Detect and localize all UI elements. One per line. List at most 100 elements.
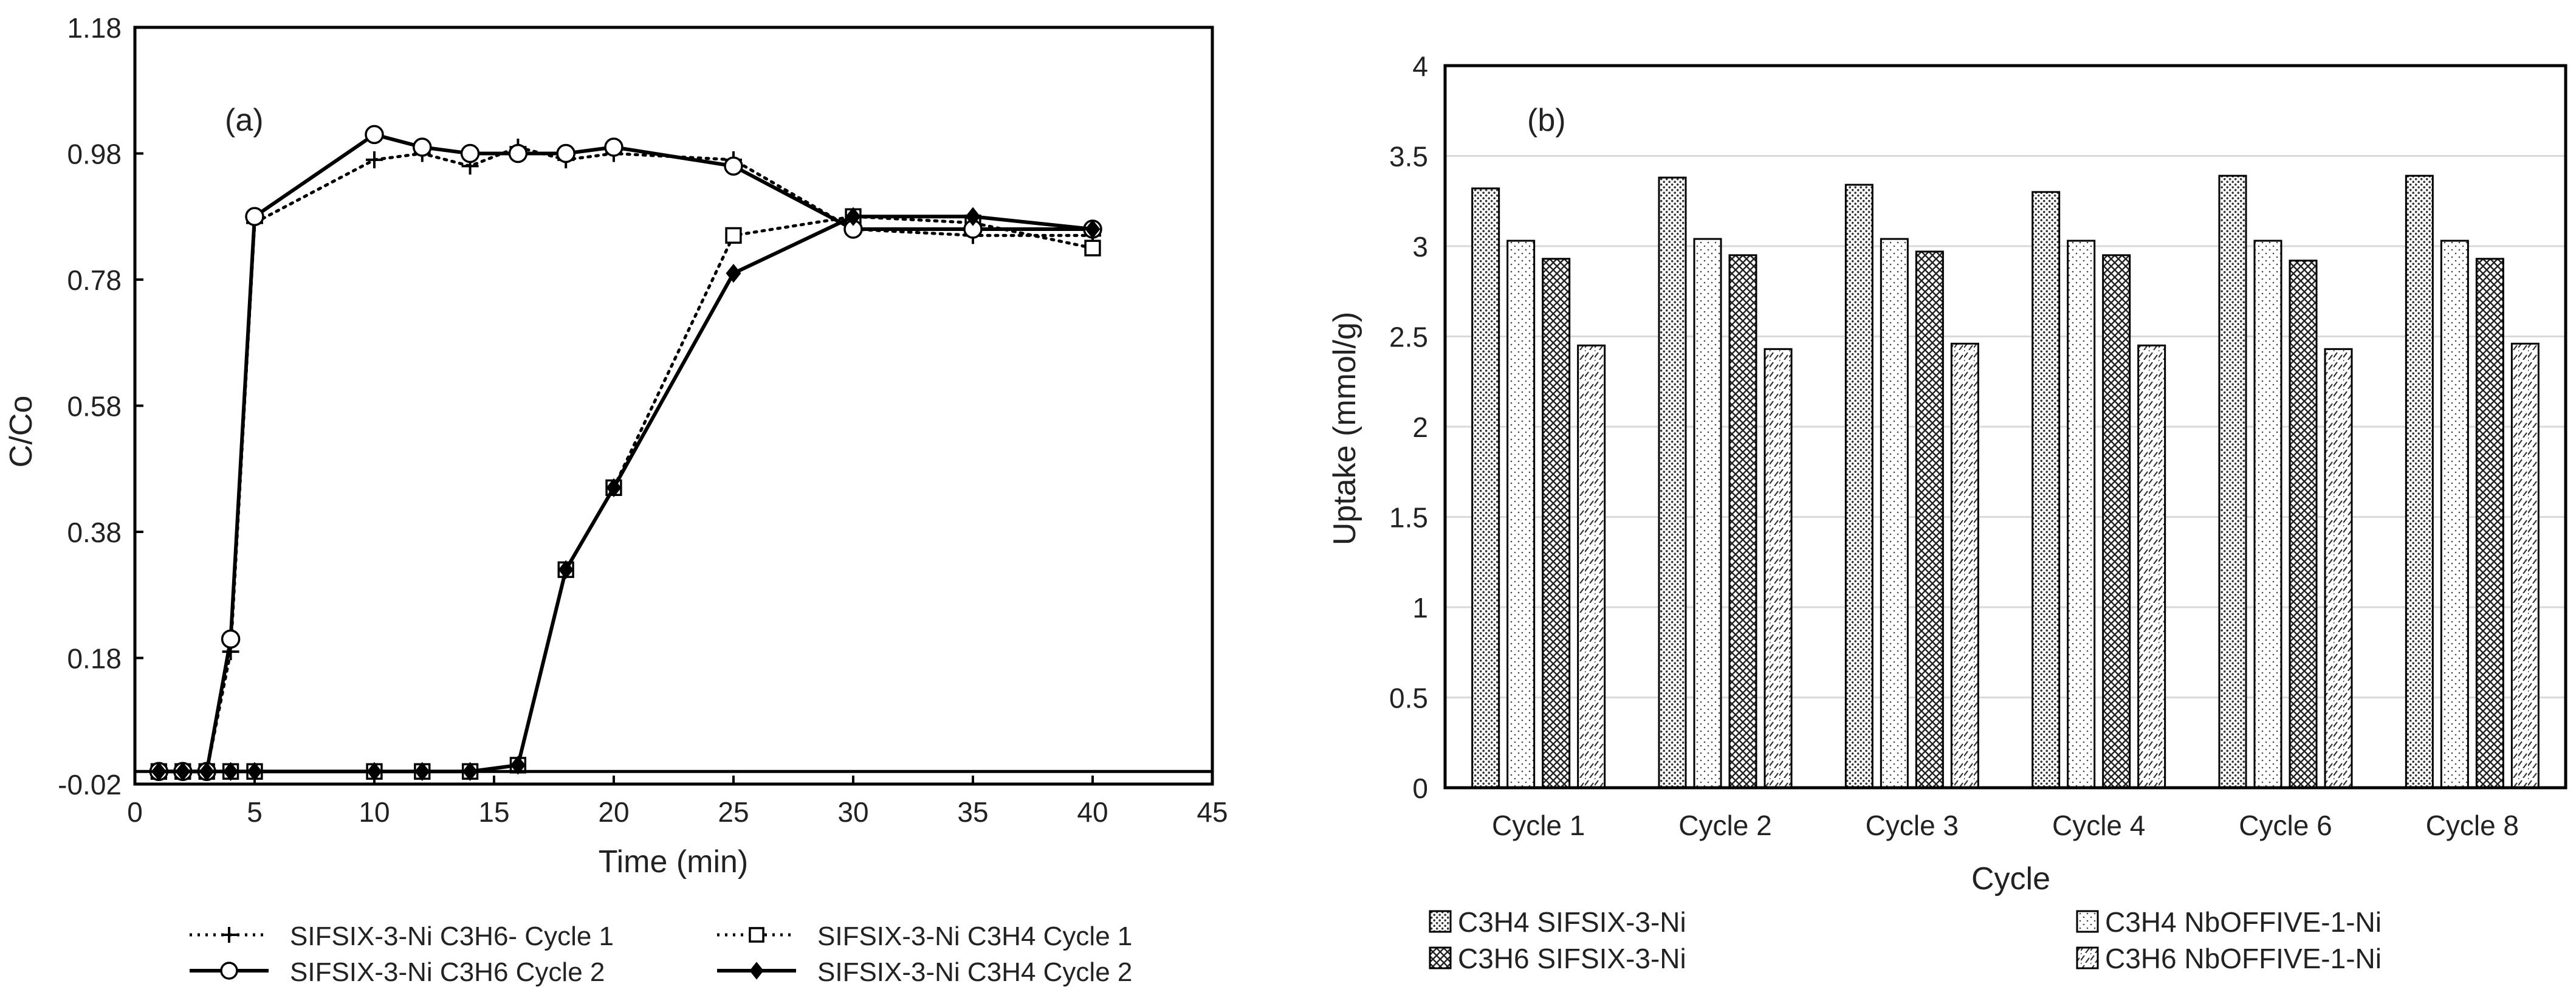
bar (2067, 239, 2096, 789)
bar (1880, 238, 1909, 789)
x-tick-label: 30 (837, 796, 868, 828)
x-tick-label: 45 (1197, 796, 1228, 828)
data-point (245, 207, 264, 226)
x-tick-label: 25 (718, 796, 749, 828)
bar (2510, 342, 2540, 789)
legend-item: SIFSIX-3-Ni C3H4 Cycle 1 (717, 921, 1132, 951)
x-tick-label: Cycle 1 (1492, 810, 1585, 841)
data-point (221, 629, 241, 649)
legend-label: C3H4 SIFSIX-3-Ni (1458, 906, 1686, 938)
data-point (604, 137, 623, 157)
x-tick-label: Cycle 4 (2052, 810, 2145, 841)
bar-cluster (2218, 174, 2353, 789)
data-point (725, 227, 742, 244)
y-tick-label: 3 (1412, 231, 1428, 263)
bar (2289, 260, 2318, 789)
bar (1471, 187, 1500, 789)
y-axis-title: Uptake (mmol/g) (1327, 312, 1362, 545)
bar-cluster (1844, 184, 1979, 789)
y-gridlines (1445, 64, 2566, 789)
panel-label-a: (a) (225, 103, 264, 138)
bar (1506, 239, 1536, 789)
x-tick-label: 20 (598, 796, 629, 828)
legend-swatch (2076, 910, 2099, 933)
series-4 (151, 207, 1101, 781)
bar (2324, 348, 2353, 789)
legend: SIFSIX-3-Ni C3H6- Cycle 1 SIFSIX-3-Ni C3H… (190, 921, 1132, 987)
bar-group (1471, 174, 2540, 789)
x-tick-label: 40 (1077, 796, 1108, 828)
bar-cluster (2032, 191, 2166, 789)
bar (2032, 191, 2061, 789)
bar (1915, 250, 1944, 789)
bar (1728, 254, 1757, 789)
bar-cluster (1471, 187, 1606, 789)
data-point (724, 156, 743, 176)
bar (1658, 176, 1687, 789)
data-point (366, 151, 383, 168)
y-tick-label: 1.5 (1389, 502, 1428, 534)
legend-item: C3H6 NbOFFIVE-1-Ni (2076, 943, 2382, 974)
legend-swatch (2076, 946, 2099, 969)
x-axis-title: Time (min) (599, 844, 749, 880)
y-tick-label: 0.98 (67, 139, 122, 170)
y-axis-title: C/Co (4, 396, 39, 467)
data-point (558, 560, 574, 579)
legend-marker (221, 927, 237, 943)
data-point (726, 264, 741, 283)
legend-label: SIFSIX-3-Ni C3H4 Cycle 2 (817, 957, 1132, 987)
series-2 (150, 208, 1101, 780)
x-tick-label: 35 (957, 796, 988, 828)
bar (2475, 258, 2504, 789)
bar (2405, 174, 2434, 789)
bar-cluster (1658, 176, 1793, 789)
legend-label: C3H6 NbOFFIVE-1-Ni (2105, 943, 2382, 974)
x-axis-title: Cycle (1971, 861, 2050, 897)
legend-marker (749, 927, 764, 943)
x-tick-label: 15 (478, 796, 509, 828)
x-tick-labels: Cycle 1 Cycle 2 Cycle 3 Cycle 4 Cycle 6 Cycle… (1492, 810, 2519, 841)
legend-item: SIFSIX-3-Ni C3H4 Cycle 2 (717, 957, 1132, 987)
data-point (606, 478, 622, 497)
data-point (1084, 239, 1101, 256)
legend-label: C3H4 NbOFFIVE-1-Ni (2105, 906, 2382, 938)
y-tick-label: -0.02 (58, 769, 122, 800)
y-tick-label: 0.5 (1389, 683, 1428, 714)
series-1 (150, 139, 1101, 780)
breakthrough-chart: -0.02 0.18 0.38 0.58 0.78 0.98 1.18 0 5 10 15 20 25… (4, 12, 1228, 987)
bar-cluster (2405, 174, 2540, 789)
legend-item: C3H4 NbOFFIVE-1-Ni (2076, 906, 2382, 938)
data-point (510, 756, 526, 775)
legend-label: SIFSIX-3-Ni C3H6 Cycle 2 (290, 957, 605, 987)
x-tick-label: Cycle 6 (2239, 810, 2332, 841)
y-tick-label: 2.5 (1389, 322, 1428, 353)
y-tick-label: 3.5 (1389, 141, 1428, 173)
bar (2440, 239, 2469, 789)
series-line (157, 215, 1094, 774)
series-3 (149, 125, 1102, 781)
legend-label: SIFSIX-3-Ni C3H4 Cycle 1 (817, 921, 1132, 951)
bar (2218, 174, 2247, 789)
data-point (845, 207, 861, 226)
y-tick-labels: 0 0.5 1 1.5 2 2.5 3 3.5 4 (1389, 50, 1428, 804)
bar (2102, 254, 2131, 789)
bar (1542, 258, 1571, 789)
x-tick-label: 10 (359, 796, 390, 828)
plot-frame (1443, 64, 2567, 790)
series-line (157, 133, 1094, 774)
legend-marker (220, 962, 238, 980)
data-point (965, 207, 981, 226)
bar (1577, 344, 1606, 789)
data-point (556, 143, 575, 164)
bar (1693, 238, 1722, 789)
data-point (365, 125, 384, 145)
bar (1764, 348, 1793, 789)
bar (1844, 184, 1874, 789)
legend-item: C3H6 SIFSIX-3-Ni (1429, 943, 1686, 974)
x-tick-label: Cycle 3 (1866, 810, 1959, 841)
legend-label: SIFSIX-3-Ni C3H6- Cycle 1 (290, 921, 614, 951)
bar (1950, 342, 1979, 789)
bar (2253, 239, 2282, 789)
